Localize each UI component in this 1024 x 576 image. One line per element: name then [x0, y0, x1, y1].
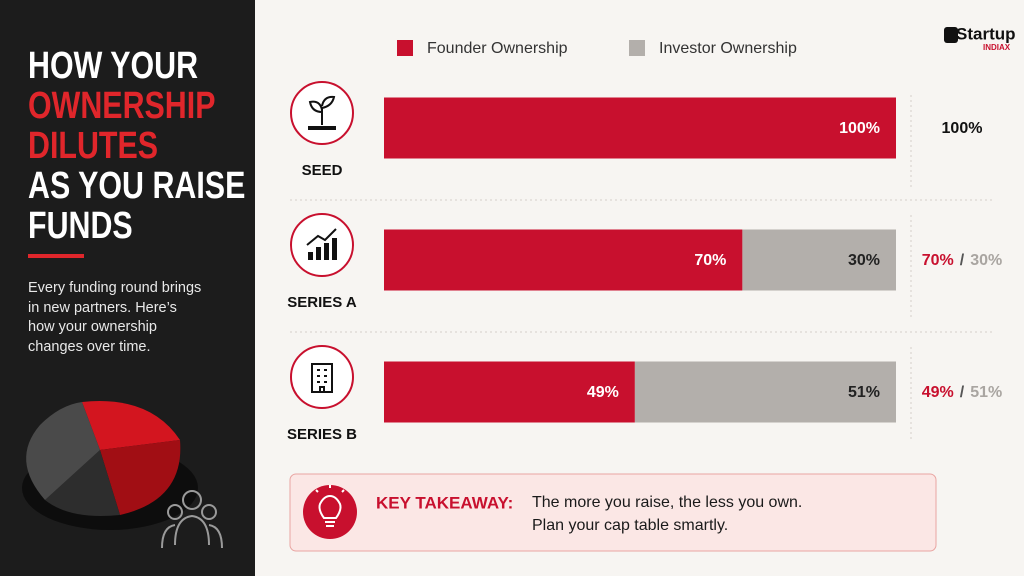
- title-line: OWNERSHIP: [28, 85, 216, 127]
- title-underline: [28, 254, 84, 258]
- bar-segment: [384, 361, 635, 423]
- title-line: HOW YOUR: [28, 45, 199, 87]
- logo-sub: INDIAX: [983, 43, 1011, 52]
- bar-value-label: 51%: [848, 384, 880, 401]
- category-label: SERIES B: [287, 426, 357, 443]
- pie-slice: [82, 401, 180, 450]
- bar-value-label: 30%: [848, 252, 880, 269]
- pie-slice: [45, 450, 120, 516]
- summary-separator: /: [960, 384, 965, 401]
- summary-investor: 51%: [970, 384, 1002, 401]
- icon-circle: [290, 345, 354, 409]
- legend-swatch: [397, 40, 413, 56]
- bar-value-label: 100%: [839, 120, 880, 137]
- takeaway-text: The more you raise, the less you own.: [532, 494, 802, 511]
- title-line: FUNDS: [28, 205, 133, 247]
- legend-label: Investor Ownership: [659, 40, 797, 57]
- summary-founder: 100%: [942, 120, 983, 137]
- sidebar-title: HOW YOUR OWNERSHIP DILUTES AS YOU RAISE FUND…: [28, 46, 268, 258]
- bar-segment: [384, 229, 743, 291]
- growth-icon: [308, 238, 337, 260]
- summary-separator: /: [960, 252, 965, 269]
- sidebar: HOW YOUR OWNERSHIP DILUTES AS YOU RAISE FUND…: [0, 0, 255, 576]
- summary-investor: 30%: [970, 252, 1002, 269]
- separators: [290, 95, 995, 440]
- logo-mark: [944, 27, 958, 43]
- legend-label: Founder Ownership: [427, 40, 568, 57]
- legend-swatch: [629, 40, 645, 56]
- logo: Startup INDIAX: [944, 24, 1016, 52]
- category-label: SEED: [302, 162, 343, 179]
- pie-slice: [26, 402, 100, 500]
- summary-founder: 49%: [922, 384, 954, 401]
- icon-circle: [290, 213, 354, 277]
- seed-icon: [308, 95, 336, 130]
- takeaway-box: KEY TAKEAWAY: The more you raise, the le…: [289, 473, 937, 552]
- sidebar-description: Every funding round brings in new partne…: [28, 280, 202, 355]
- pie-illustration: [22, 401, 223, 549]
- growth-icon-line: [306, 228, 337, 246]
- takeaway-background: [289, 473, 937, 552]
- pie-slice: [100, 440, 181, 515]
- logo-name: Startup: [956, 24, 1016, 43]
- category-label: SERIES A: [287, 294, 357, 311]
- building-icon: [311, 363, 333, 393]
- takeaway-icon: [303, 485, 357, 539]
- bar-segment: [634, 361, 896, 423]
- summary-label: 49% / 51%: [922, 384, 1003, 401]
- people-icon: [161, 490, 223, 549]
- summary-label: 70% / 30%: [922, 252, 1003, 269]
- bar-value-label: 70%: [694, 252, 726, 269]
- bar-value-label: 49%: [587, 384, 619, 401]
- summary-founder: 70%: [922, 252, 954, 269]
- bar-segment: [742, 229, 896, 291]
- takeaway-label: KEY TAKEAWAY:: [376, 493, 513, 512]
- icons: [290, 81, 354, 409]
- summary-label: 100%: [942, 120, 983, 137]
- title-line: DILUTES: [28, 125, 159, 167]
- title-line: AS YOU RAISE: [28, 165, 246, 207]
- takeaway-text: Plan your cap table smartly.: [532, 517, 728, 534]
- bulb-icon: [315, 485, 345, 527]
- bar-segment: [384, 97, 896, 159]
